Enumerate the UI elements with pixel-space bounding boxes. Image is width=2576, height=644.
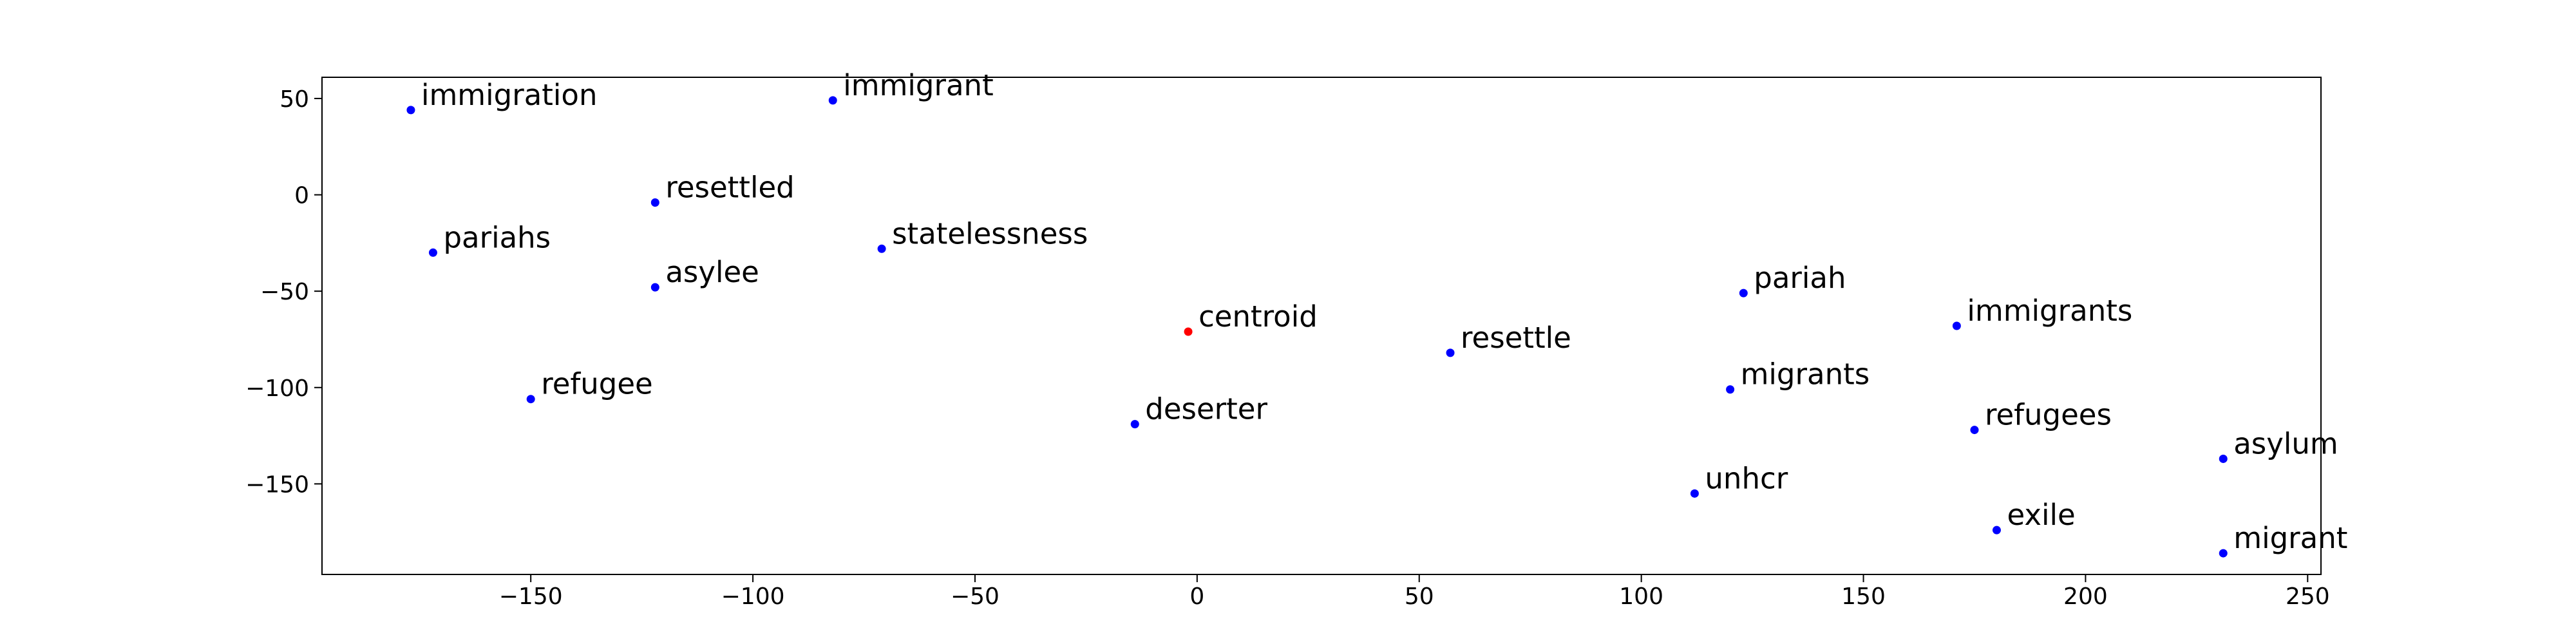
point-label: exile (2007, 498, 2075, 532)
word-point (406, 106, 415, 115)
point-label: immigration (421, 78, 598, 112)
x-tick-label: 100 (1619, 583, 1663, 610)
word-point (828, 96, 837, 105)
point-label: resettled (665, 170, 794, 204)
word-point (526, 395, 535, 404)
point-label: refugee (541, 367, 653, 401)
point-label: migrants (1741, 357, 1870, 392)
word-point (1952, 321, 1961, 330)
point-label: refugees (1985, 398, 2112, 432)
point-label: immigrant (843, 68, 993, 102)
x-tick-label: −150 (499, 583, 563, 610)
x-tick-label: 150 (1841, 583, 1886, 610)
centroid-point (1184, 327, 1193, 336)
point-label: migrant (2233, 521, 2347, 555)
x-tick-label: 50 (1405, 583, 1434, 610)
word-point (1970, 426, 1979, 435)
point-label: centroid (1198, 299, 1318, 334)
point-label: immigrants (1967, 294, 2132, 328)
point-label: asylum (2233, 426, 2338, 460)
word-point (877, 244, 886, 253)
data-points: immigration immigrant resettled pariahs stat… (406, 68, 2347, 558)
word-point (1739, 289, 1748, 298)
word-point (1446, 348, 1455, 357)
y-tick-label: −50 (260, 279, 309, 305)
point-label: deserter (1145, 392, 1267, 426)
point-label: unhcr (1705, 461, 1788, 495)
word-point (1130, 420, 1139, 429)
axes: −150 −100 −50 0 50 100 150 200 250 −150 −100 −50 0 50 (245, 77, 2330, 610)
word-point (2219, 454, 2228, 463)
x-tick-label: 0 (1189, 583, 1204, 610)
word-point (1690, 489, 1699, 498)
point-label: asylee (665, 255, 759, 289)
point-label: resettle (1461, 321, 1571, 355)
word-point (650, 198, 659, 207)
point-label: pariah (1754, 261, 1846, 295)
word-point (1992, 526, 2001, 535)
point-label: pariahs (443, 220, 551, 254)
point-label: statelessness (892, 216, 1088, 251)
plot-frame (321, 77, 2322, 575)
y-tick-label: −100 (245, 375, 309, 402)
word-point (428, 248, 437, 257)
y-tick-label: 0 (294, 183, 309, 209)
x-tick-label: −50 (951, 583, 999, 610)
x-tick-label: 250 (2286, 583, 2330, 610)
word-point (650, 283, 659, 292)
x-tick-label: −100 (721, 583, 785, 610)
word-point (1726, 385, 1735, 394)
x-tick-label: 200 (2063, 583, 2108, 610)
y-tick-label: −150 (245, 471, 309, 498)
word-point (2219, 549, 2228, 558)
y-tick-label: 50 (279, 86, 309, 113)
